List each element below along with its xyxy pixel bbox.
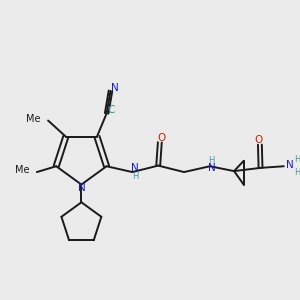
Text: H: H (294, 168, 300, 177)
Text: N: N (286, 160, 293, 170)
Text: N: N (112, 82, 119, 93)
Text: N: N (208, 163, 216, 173)
Text: H: H (294, 154, 300, 164)
Text: N: N (77, 183, 85, 193)
Text: O: O (157, 133, 166, 143)
Text: H: H (208, 156, 215, 165)
Text: Me: Me (26, 114, 41, 124)
Text: O: O (254, 135, 262, 145)
Text: H: H (132, 172, 138, 181)
Text: N: N (131, 163, 139, 172)
Text: Me: Me (15, 165, 30, 176)
Text: C: C (108, 105, 115, 115)
